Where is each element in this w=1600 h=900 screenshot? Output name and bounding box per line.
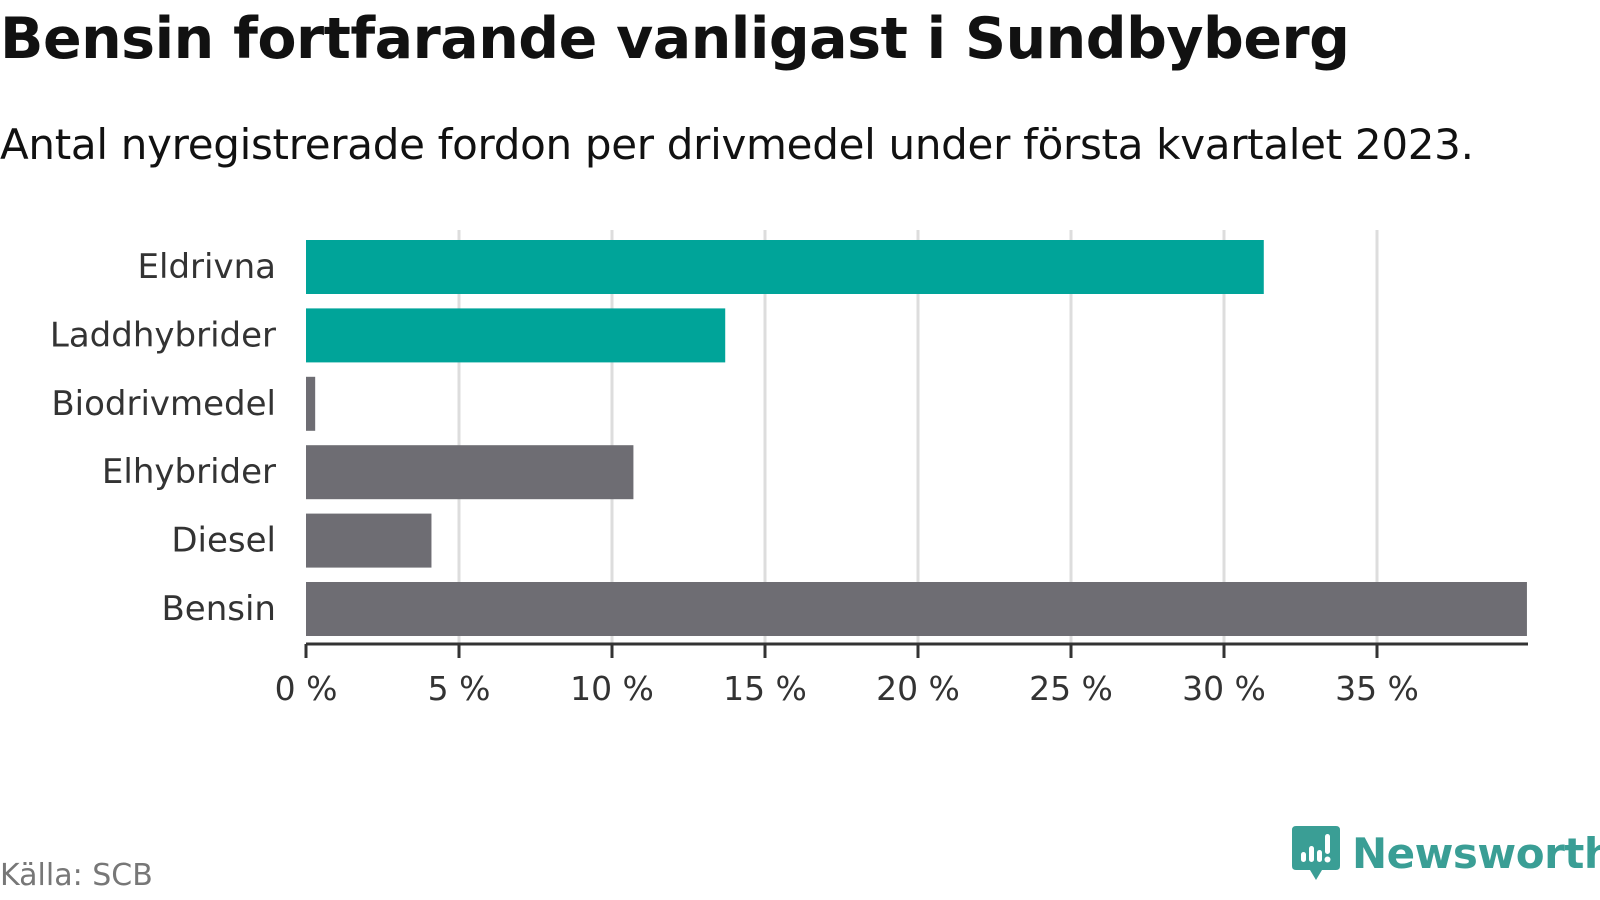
category-label-laddhybrider: Laddhybrider	[50, 315, 276, 355]
bar-eldrivna	[306, 240, 1264, 294]
category-label-eldrivna: Eldrivna	[138, 247, 276, 287]
category-label-diesel: Diesel	[171, 521, 276, 561]
bar-biodrivmedel	[306, 376, 316, 431]
x-tick-label-0: 0 %	[275, 669, 338, 708]
x-tick-label-6: 30 %	[1182, 669, 1266, 708]
category-labels: Eldrivna Laddhybrider Biodrivmedel Elhybrid…	[50, 247, 276, 629]
x-tick-label-7: 35 %	[1335, 669, 1419, 708]
x-tick-label-4: 20 %	[876, 669, 960, 708]
bar-laddhybrider	[306, 308, 726, 363]
bar-elhybrider	[306, 445, 634, 500]
category-label-elhybrider: Elhybrider	[102, 452, 276, 492]
x-tick-label-5: 25 %	[1029, 669, 1113, 708]
chart-subtitle: Antal nyregistrerade fordon per drivmede…	[0, 120, 1474, 169]
bar-bensin	[306, 582, 1527, 636]
newsworthy-logo-icon	[1292, 826, 1340, 880]
category-label-biodrivmedel: Biodrivmedel	[51, 384, 276, 424]
brand-logo: Newsworthy	[1290, 822, 1600, 884]
bars	[306, 240, 1527, 636]
x-axis: 0 % 5 % 10 % 15 % 20 % 25 % 30 % 35 %	[275, 642, 1528, 708]
x-tick-label-1: 5 %	[428, 669, 491, 708]
x-tick-label-2: 10 %	[570, 669, 654, 708]
source-note: Källa: SCB	[0, 858, 153, 893]
brand-name: Newsworthy	[1352, 828, 1600, 878]
category-label-bensin: Bensin	[161, 589, 276, 629]
chart-title: Bensin fortfarande vanligast i Sundbyber…	[0, 6, 1350, 72]
gridlines	[457, 230, 1379, 644]
x-tick-label-3: 15 %	[723, 669, 807, 708]
bar-diesel	[306, 513, 432, 568]
